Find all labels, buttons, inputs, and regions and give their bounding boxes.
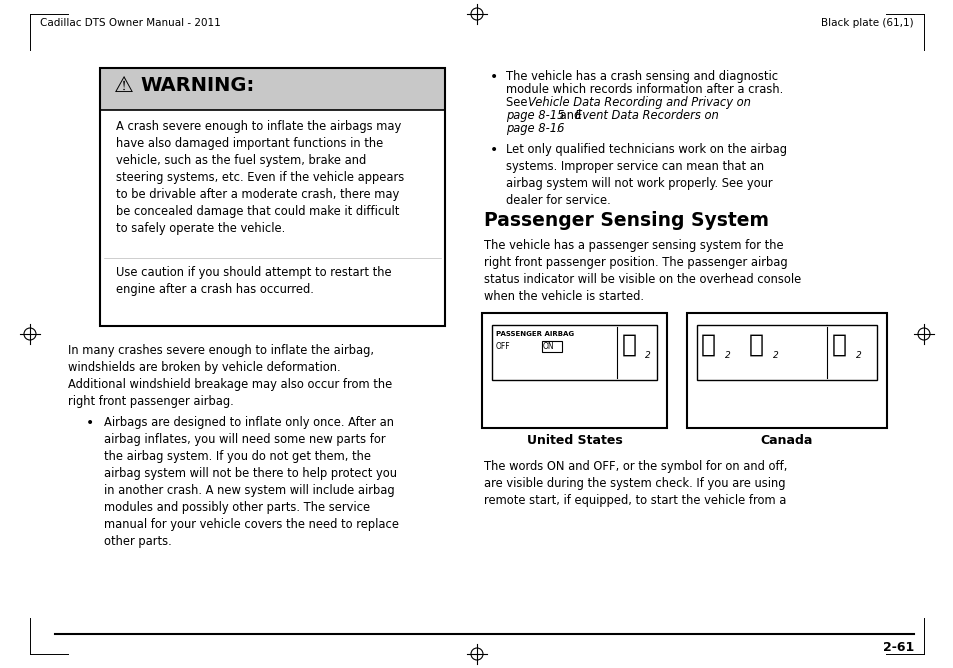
Bar <box>492 325 657 380</box>
Text: page 8-15: page 8-15 <box>505 109 564 122</box>
Bar <box>697 325 876 380</box>
Text: United States: United States <box>526 434 621 447</box>
Text: Airbags are designed to inflate only once. After an
airbag inflates, you will ne: Airbags are designed to inflate only onc… <box>104 416 398 548</box>
Text: ⛹: ⛹ <box>831 333 846 357</box>
Text: Vehicle Data Recording and Privacy on: Vehicle Data Recording and Privacy on <box>527 96 750 109</box>
Text: •: • <box>490 70 497 84</box>
Text: 2-61: 2-61 <box>882 641 913 654</box>
Text: Cadillac DTS Owner Manual - 2011: Cadillac DTS Owner Manual - 2011 <box>40 18 220 28</box>
Text: Black plate (61,1): Black plate (61,1) <box>821 18 913 28</box>
Text: ⛹: ⛹ <box>621 333 637 357</box>
Text: 2: 2 <box>772 351 778 360</box>
Text: •: • <box>86 416 94 430</box>
Text: OFF: OFF <box>496 342 510 351</box>
Text: The vehicle has a crash sensing and diagnostic: The vehicle has a crash sensing and diag… <box>505 70 778 83</box>
Bar <box>541 341 561 352</box>
Text: module which records information after a crash.: module which records information after a… <box>505 83 782 96</box>
Text: Let only qualified technicians work on the airbag
systems. Improper service can : Let only qualified technicians work on t… <box>505 143 786 207</box>
Text: •: • <box>490 143 497 157</box>
Text: The vehicle has a passenger sensing system for the
right front passenger positio: The vehicle has a passenger sensing syst… <box>483 239 801 303</box>
Text: Passenger Sensing System: Passenger Sensing System <box>483 211 768 230</box>
Text: Event Data Recorders on: Event Data Recorders on <box>575 109 718 122</box>
Text: page 8-16: page 8-16 <box>505 122 564 135</box>
Text: ON: ON <box>542 342 554 351</box>
Text: 2: 2 <box>644 351 650 360</box>
Text: See: See <box>505 96 531 109</box>
Text: ⛹: ⛹ <box>748 333 763 357</box>
Text: and: and <box>556 109 584 122</box>
Text: Use caution if you should attempt to restart the
engine after a crash has occurr: Use caution if you should attempt to res… <box>116 266 392 296</box>
Bar <box>100 68 444 326</box>
Bar <box>686 313 886 428</box>
Text: Canada: Canada <box>760 434 812 447</box>
Text: In many crashes severe enough to inflate the airbag,
windshields are broken by v: In many crashes severe enough to inflate… <box>68 344 392 408</box>
Text: ⚠: ⚠ <box>113 76 133 96</box>
Text: .: . <box>556 122 559 135</box>
Text: The words ON and OFF, or the symbol for on and off,
are visible during the syste: The words ON and OFF, or the symbol for … <box>483 460 786 507</box>
Text: 2: 2 <box>724 351 730 360</box>
Text: PASSENGER AIRBAG: PASSENGER AIRBAG <box>496 331 574 337</box>
Text: A crash severe enough to inflate the airbags may
have also damaged important fun: A crash severe enough to inflate the air… <box>116 120 404 235</box>
Bar <box>481 313 666 428</box>
Text: WARNING:: WARNING: <box>140 76 254 95</box>
Text: ⛹: ⛹ <box>700 333 716 357</box>
Text: 2: 2 <box>855 351 861 360</box>
Bar <box>100 68 444 110</box>
